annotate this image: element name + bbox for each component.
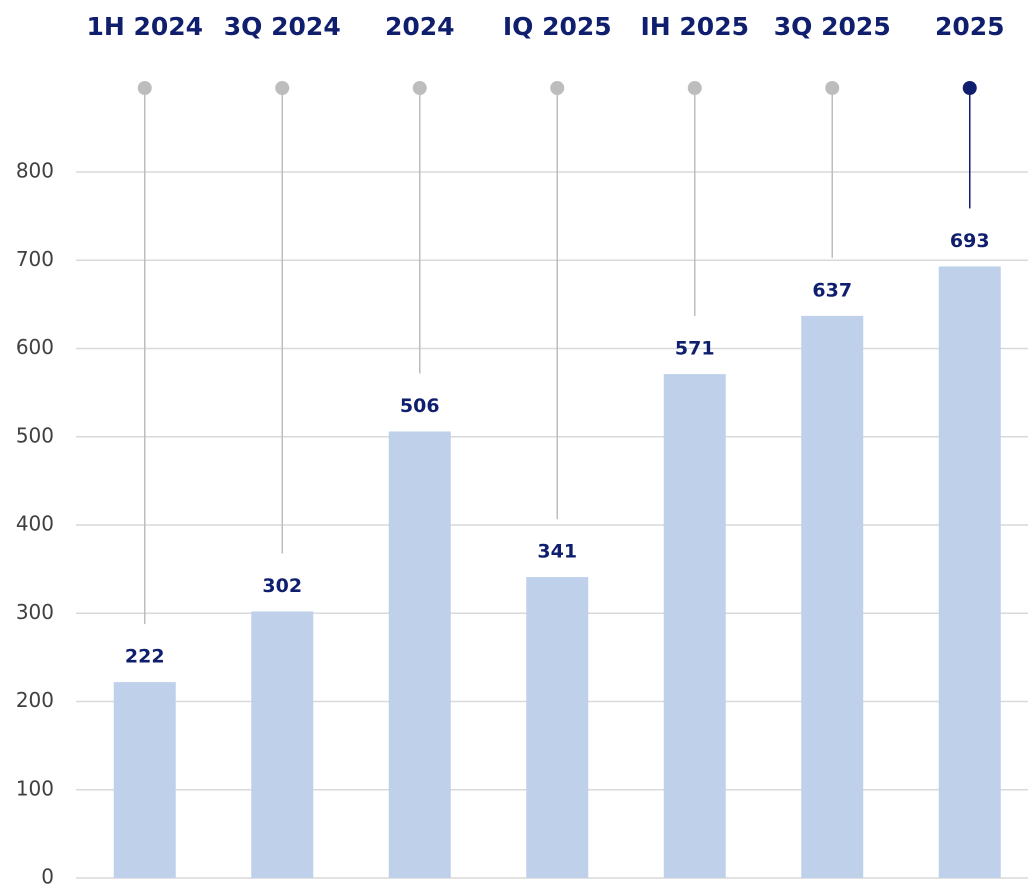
value-label: 302	[262, 575, 302, 597]
value-label: 571	[675, 338, 715, 360]
bar	[663, 374, 726, 878]
y-tick-label: 700	[16, 247, 54, 271]
connector-dot	[825, 81, 840, 95]
bar	[526, 577, 589, 878]
connector-dot	[275, 81, 290, 95]
bar	[113, 682, 176, 878]
y-tick-label: 300	[16, 600, 54, 624]
value-label: 341	[537, 541, 577, 563]
category-label: IH 2025	[640, 12, 749, 41]
connector-dot	[962, 81, 977, 95]
category-label: 2025	[935, 12, 1005, 41]
y-tick-label: 600	[16, 335, 54, 359]
connector-dot	[687, 81, 702, 95]
category-label: 1H 2024	[86, 12, 203, 41]
y-tick-label: 100	[16, 776, 54, 800]
y-tick-label: 500	[16, 423, 54, 447]
connector-dot	[137, 81, 152, 95]
bar	[801, 315, 864, 878]
category-label: 3Q 2024	[224, 12, 341, 41]
value-label: 506	[400, 395, 440, 417]
y-tick-label: 800	[16, 159, 54, 183]
category-label: 2024	[385, 12, 455, 41]
y-tick-label: 400	[16, 512, 54, 536]
connector-dot	[550, 81, 565, 95]
bar	[251, 611, 314, 878]
y-tick-label: 200	[16, 688, 54, 712]
bar	[388, 431, 451, 878]
value-label: 637	[812, 279, 852, 301]
y-tick-label: 0	[41, 865, 54, 884]
category-label: 3Q 2025	[774, 12, 891, 41]
connector-dot	[412, 81, 427, 95]
value-label: 222	[125, 646, 165, 668]
category-label: IQ 2025	[503, 12, 612, 41]
value-label: 693	[950, 230, 990, 252]
bar	[938, 266, 1001, 878]
